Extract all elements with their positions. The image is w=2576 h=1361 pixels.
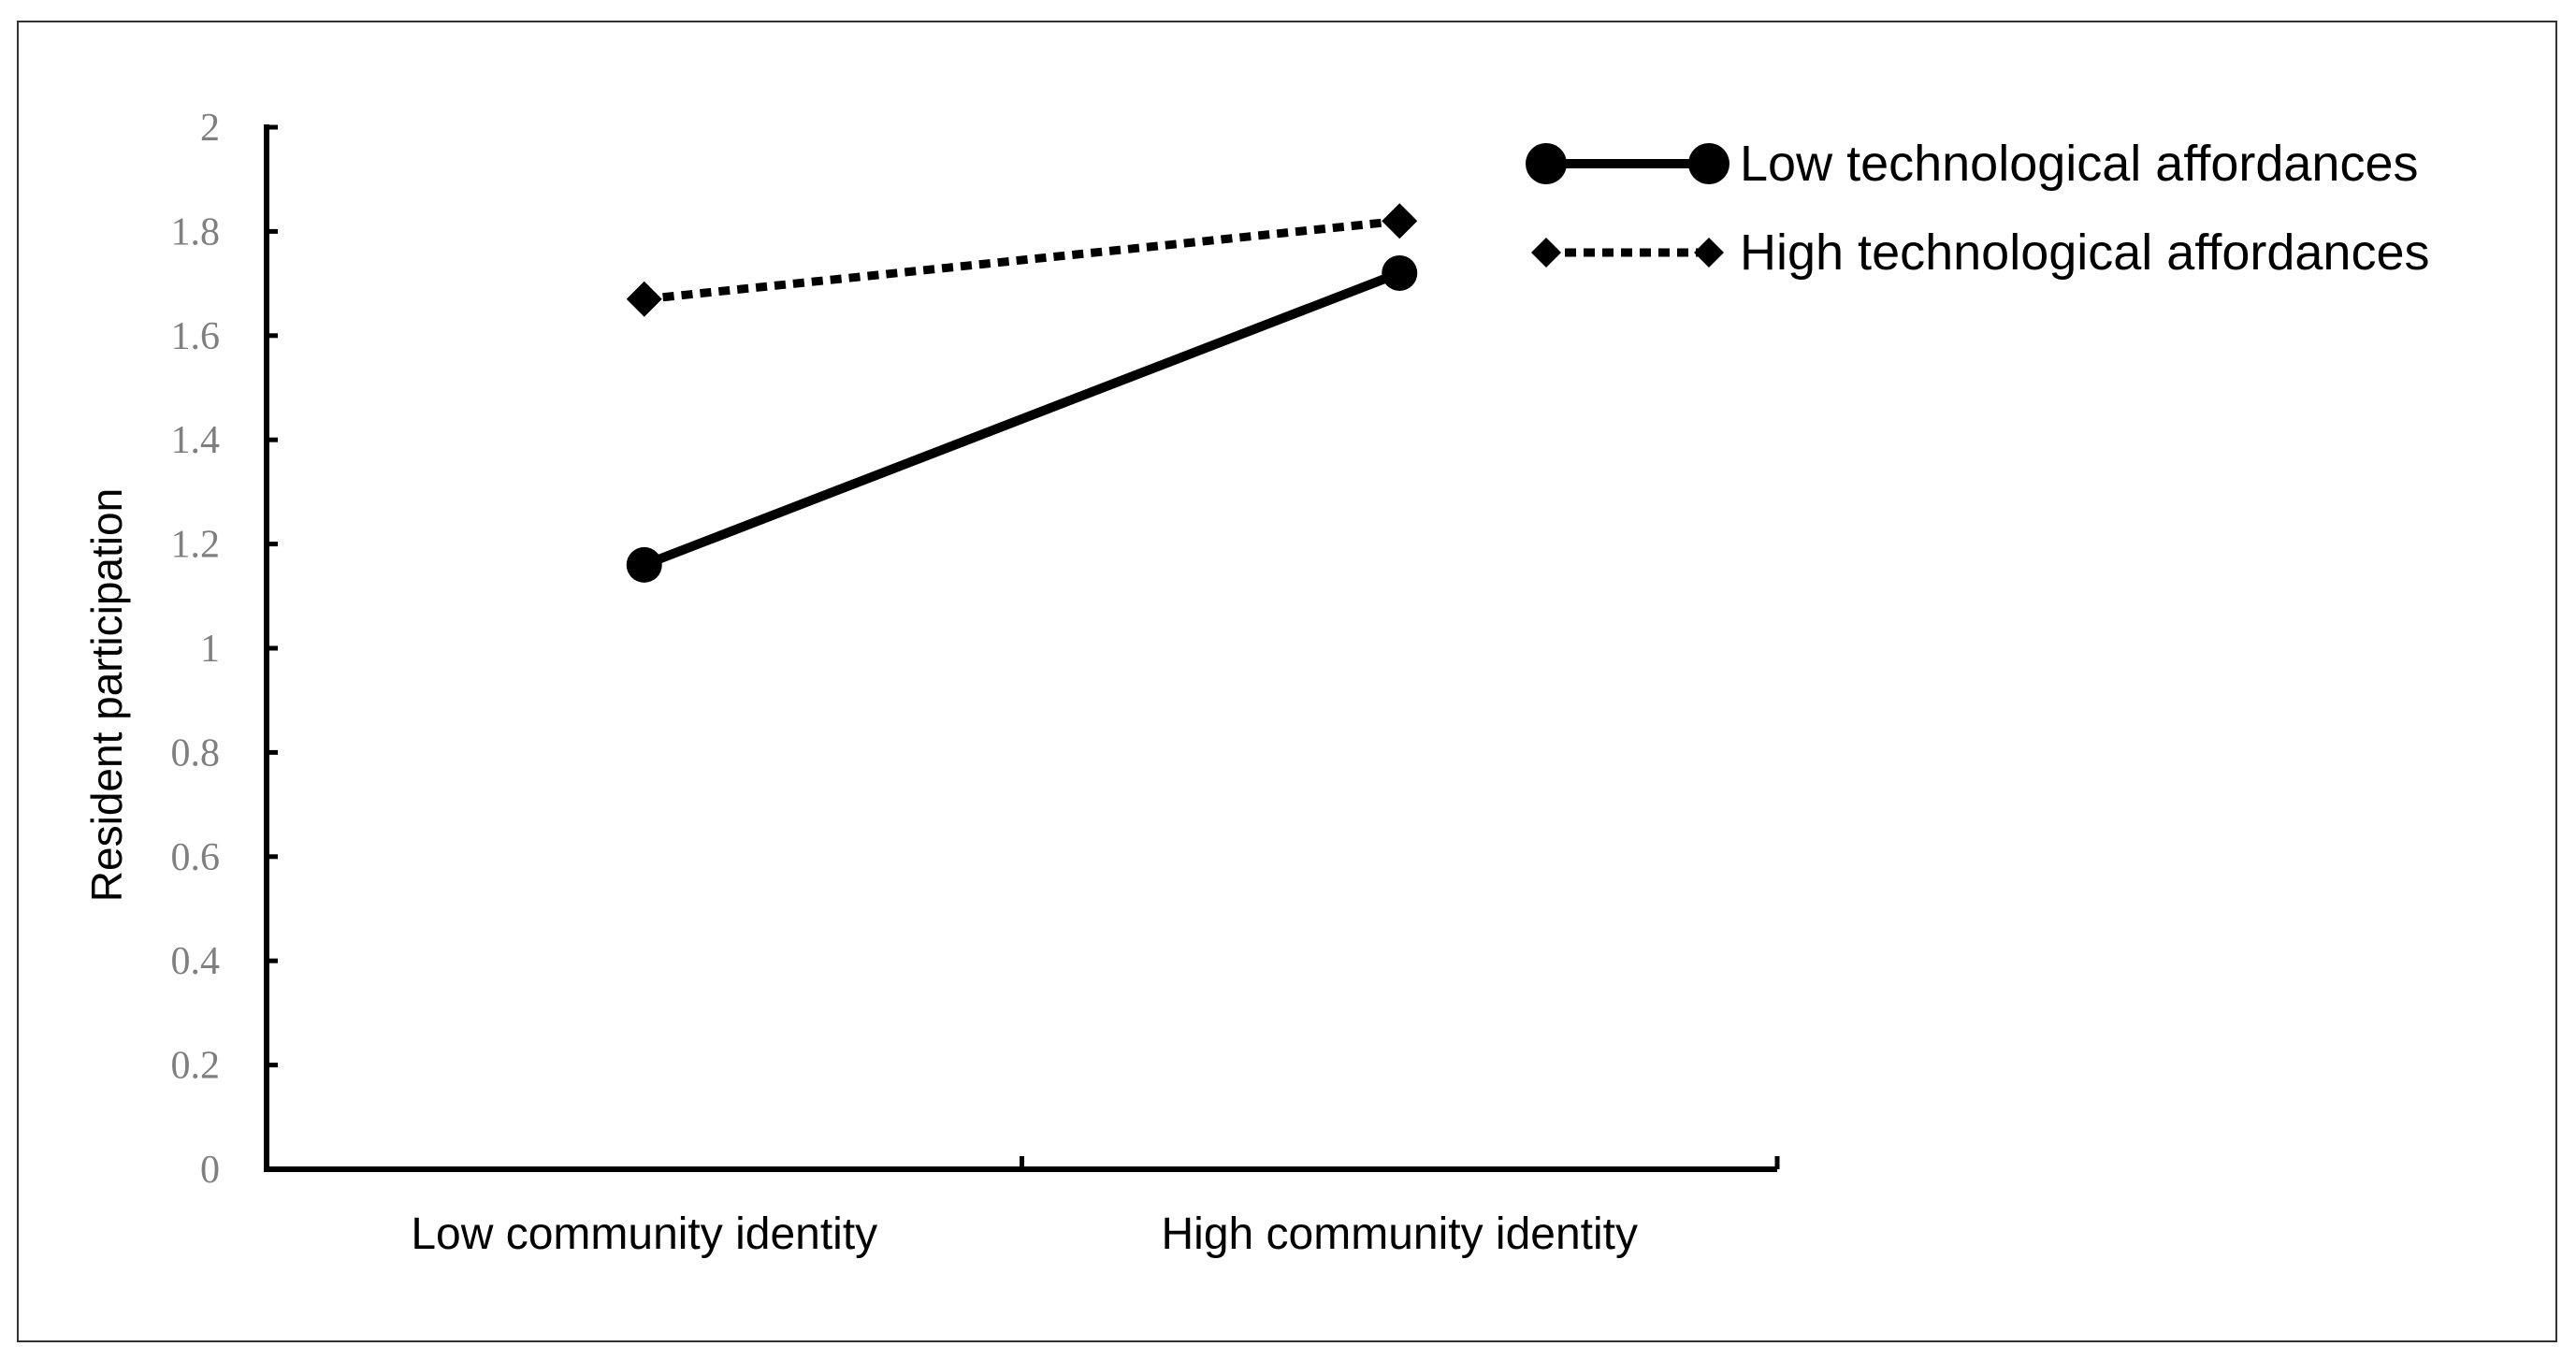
series-layer	[626, 203, 1418, 583]
series-high-tech	[626, 203, 1418, 317]
y-tick-label: 1.8	[171, 210, 221, 253]
y-tick-label: 1.4	[171, 419, 221, 462]
y-tick-label: 0	[200, 1149, 220, 1192]
x-category-labels: Low community identity High community ide…	[411, 1209, 1638, 1259]
y-tick-label: 0.2	[171, 1045, 221, 1088]
chart-frame	[17, 21, 2557, 1342]
y-tick-label: 1	[200, 628, 220, 671]
legend-label: High technological affordances	[1740, 224, 2430, 281]
legend-item: Low technological affordances	[1526, 136, 2419, 192]
y-tick-label: 2	[200, 107, 220, 150]
legend-item: High technological affordances	[1531, 224, 2430, 281]
data-point	[1382, 203, 1418, 239]
legend-label: Low technological affordances	[1740, 136, 2419, 192]
y-tick-label: 1.6	[171, 315, 221, 358]
series-line	[642, 268, 1402, 570]
y-tick-label: 1.2	[171, 524, 221, 567]
series-low-tech	[626, 254, 1418, 583]
data-point	[626, 281, 662, 317]
y-tick-labels: 0 0.2 0.4 0.6 0.8 1 1.2 1.4 1.6 1.8 2	[171, 107, 221, 1192]
legend-marker	[1531, 238, 1561, 268]
y-tick-label: 0.4	[171, 940, 221, 983]
series-line	[644, 216, 1400, 304]
x-category-label: Low community identity	[411, 1209, 877, 1259]
y-tick-label: 0.6	[171, 836, 221, 879]
data-point	[1382, 254, 1418, 291]
legend-marker	[1526, 143, 1567, 184]
data-point	[626, 546, 662, 583]
legend: Low technological affordances High techno…	[1526, 136, 2430, 281]
y-axis-title: Resident participation	[82, 488, 131, 902]
y-tick-label: 0.8	[171, 731, 221, 775]
legend-marker	[1688, 143, 1729, 184]
legend-marker	[1694, 238, 1724, 268]
x-category-label: High community identity	[1161, 1209, 1638, 1259]
